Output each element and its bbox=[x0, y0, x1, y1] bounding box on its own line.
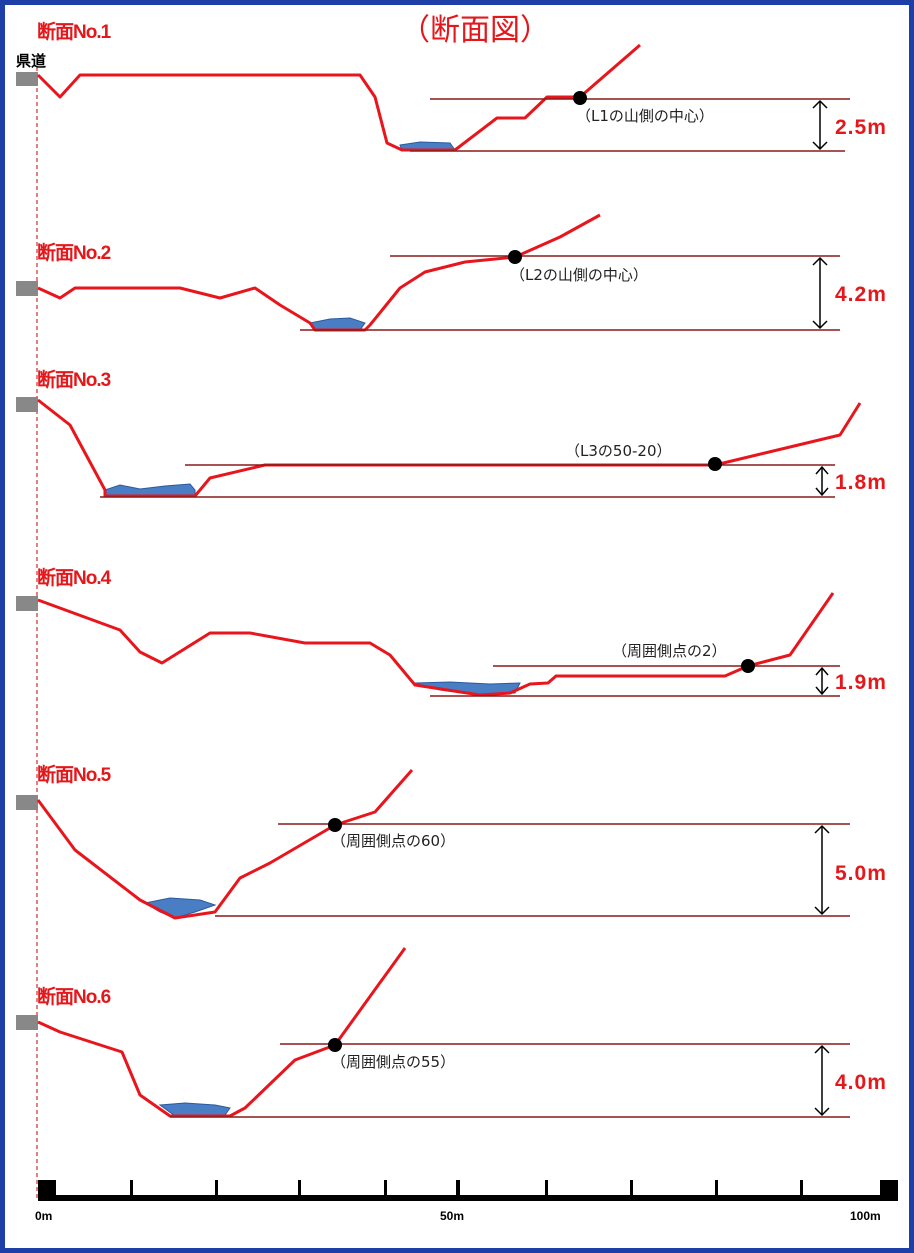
height-arrow bbox=[815, 465, 829, 497]
scale-tick bbox=[545, 1180, 548, 1196]
water-area bbox=[309, 317, 366, 331]
survey-point-marker bbox=[708, 457, 722, 471]
height-label: 1.9m bbox=[835, 671, 887, 694]
figure-title: （断面図） bbox=[400, 13, 550, 48]
scale-tick bbox=[715, 1180, 718, 1196]
scale-label-50m: 50m bbox=[440, 1209, 464, 1223]
height-arrow bbox=[814, 1044, 830, 1117]
water-area bbox=[104, 483, 196, 497]
road-marker bbox=[16, 72, 38, 86]
survey-point-annotation: （周囲側点の60） bbox=[331, 832, 455, 850]
scale-bar-line bbox=[38, 1195, 896, 1201]
section-5: 断面No.5 （周囲側点の60） 5.0m bbox=[16, 763, 887, 920]
survey-point-annotation: （L2の山側の中心） bbox=[510, 266, 648, 284]
section-4: 断面No.4 （周囲側点の2） 1.9m bbox=[16, 566, 887, 697]
survey-point-annotation: （周囲側点の55） bbox=[331, 1053, 455, 1071]
section-2: 断面No.2 （L2の山側の中心） 4.2m bbox=[16, 213, 887, 332]
survey-point-marker bbox=[328, 1038, 342, 1052]
survey-point-marker bbox=[741, 659, 755, 673]
scale-tick bbox=[630, 1180, 633, 1196]
scale-end-right bbox=[880, 1180, 898, 1201]
road-marker bbox=[16, 795, 38, 810]
survey-point-annotation: （周囲側点の2） bbox=[612, 642, 727, 660]
scale-tick bbox=[130, 1180, 133, 1196]
section-3: 断面No.3 （L3の50-20） 1.8m bbox=[16, 368, 887, 498]
height-arrow bbox=[812, 99, 828, 151]
scale-tick bbox=[298, 1180, 301, 1196]
section-title: 断面No.6 bbox=[37, 985, 111, 1008]
survey-point-marker bbox=[508, 250, 522, 264]
ground-profile bbox=[36, 769, 414, 920]
survey-point-annotation: （L1の山側の中心） bbox=[576, 107, 714, 125]
scale-bar: 0m 50m 100m bbox=[35, 1180, 898, 1223]
section-title: 断面No.2 bbox=[37, 241, 111, 264]
ground-profile bbox=[36, 43, 641, 152]
scale-label-0m: 0m bbox=[35, 1209, 52, 1223]
section-title: 断面No.5 bbox=[37, 763, 112, 786]
height-arrow bbox=[815, 666, 829, 696]
scale-label-100m: 100m bbox=[850, 1209, 881, 1223]
road-label: 県道 bbox=[16, 52, 46, 70]
road-marker bbox=[16, 281, 38, 296]
scale-tick bbox=[215, 1180, 218, 1196]
height-label: 5.0m bbox=[835, 862, 887, 885]
section-title: 断面No.1 bbox=[37, 20, 112, 43]
section-title: 断面No.4 bbox=[37, 566, 112, 589]
height-label: 1.8m bbox=[835, 471, 887, 494]
survey-point-marker bbox=[573, 91, 587, 105]
section-title: 断面No.3 bbox=[37, 368, 111, 391]
height-arrow bbox=[812, 256, 828, 330]
scale-end-left bbox=[38, 1180, 56, 1201]
survey-point-marker bbox=[328, 818, 342, 832]
ground-profile bbox=[37, 592, 835, 697]
road-marker bbox=[16, 397, 38, 412]
ground-profile bbox=[37, 947, 407, 1118]
height-arrow bbox=[814, 824, 830, 916]
section-1: 断面No.1 （L1の山側の中心） 2.5m bbox=[16, 20, 887, 152]
scale-tick bbox=[800, 1180, 803, 1196]
road-marker bbox=[16, 1015, 38, 1030]
scale-tick bbox=[384, 1180, 387, 1196]
road-marker bbox=[16, 596, 38, 611]
survey-point-annotation: （L3の50-20） bbox=[565, 442, 672, 460]
scale-tick-major bbox=[456, 1180, 460, 1196]
height-label: 4.0m bbox=[835, 1071, 887, 1094]
section-6: 断面No.6 （周囲側点の55） 4.0m bbox=[16, 947, 887, 1118]
height-label: 2.5m bbox=[835, 116, 887, 139]
water-area bbox=[158, 1102, 231, 1117]
height-label: 4.2m bbox=[835, 283, 887, 306]
ground-profile bbox=[37, 398, 862, 498]
